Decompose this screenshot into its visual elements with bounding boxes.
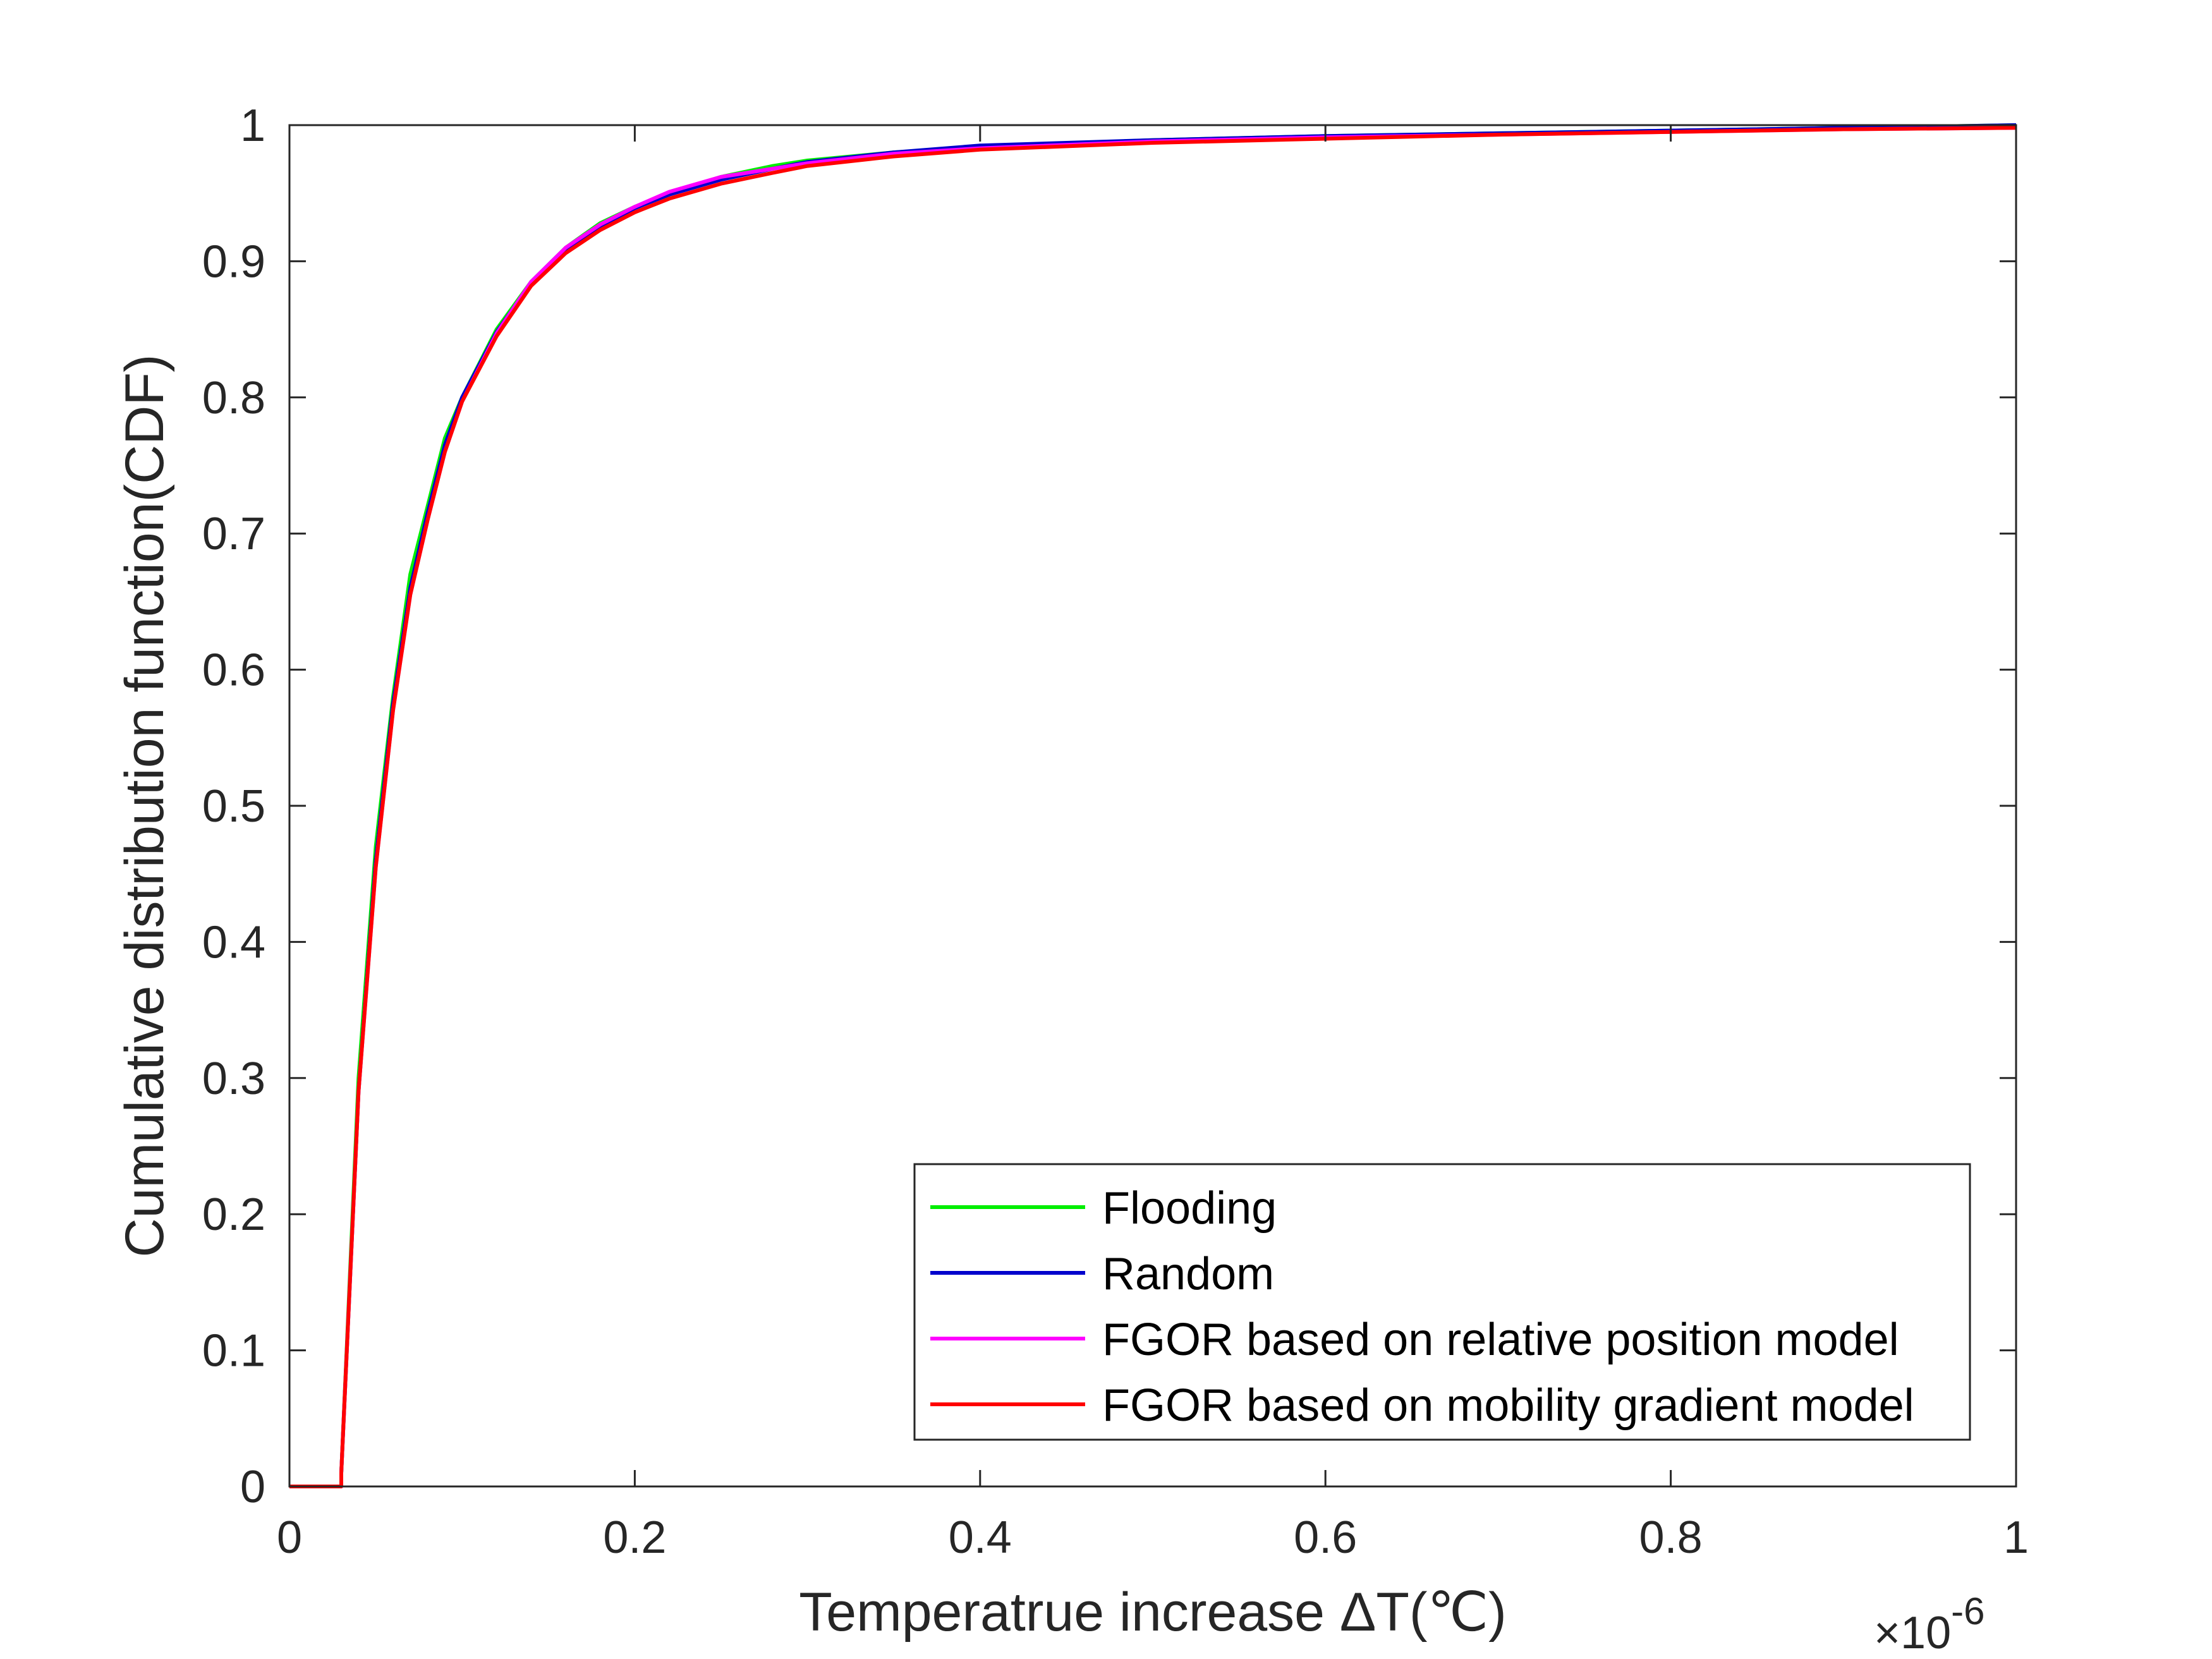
x-axis-multiplier-base: ×10 [1874,1608,1951,1658]
legend-label-1: Flooding [1102,1183,1277,1234]
y-tick-label: 0.2 [202,1189,265,1240]
y-tick-label: 0 [240,1462,265,1512]
legend: Flooding Random FGOR based on relative pos… [913,1163,1971,1441]
x-axis-label: Temperatrue increase ΔT(℃) [799,1582,1506,1643]
series-line-4 [289,126,2017,1488]
y-tick-label: 0.6 [202,645,265,696]
x-tick-label: 0.4 [949,1512,1012,1563]
axes: 0 0.2 0.4 0.6 0.8 1 0 0.1 0.2 0.3 0.4 0.5 0.6 0.7 0.8 0… [202,100,2029,1563]
x-tick-label: 1 [2003,1512,2029,1563]
y-tick-label: 0.4 [202,917,265,968]
x-tick-label: 0.2 [603,1512,666,1563]
y-tick-label: 0.5 [202,781,265,832]
legend-label-3: FGOR based on relative position model [1102,1315,1899,1365]
x-tick-label: 0.8 [1639,1512,1703,1563]
y-tick-label: 0.1 [202,1326,265,1376]
y-tick-label: 0.8 [202,373,265,423]
x-axis-multiplier-exponent: -6 [1951,1590,1984,1632]
x-tick-label: 0 [277,1512,302,1563]
legend-label-4: FGOR based on mobility gradient model [1102,1380,1914,1431]
y-tick-label: 0.9 [202,236,265,287]
y-axis-label: Cumulative distribution function(CDF) [114,354,175,1257]
y-tick-label: 0.3 [202,1054,265,1104]
plot-area [289,123,2017,1488]
legend-box [913,1163,1971,1441]
x-axis-multiplier: ×10-6 [1874,1590,1985,1658]
y-tick-label: 0.7 [202,509,265,559]
x-tick-label: 0.6 [1294,1512,1357,1563]
legend-label-2: Random [1102,1249,1274,1299]
y-tick-label: 1 [240,100,265,151]
